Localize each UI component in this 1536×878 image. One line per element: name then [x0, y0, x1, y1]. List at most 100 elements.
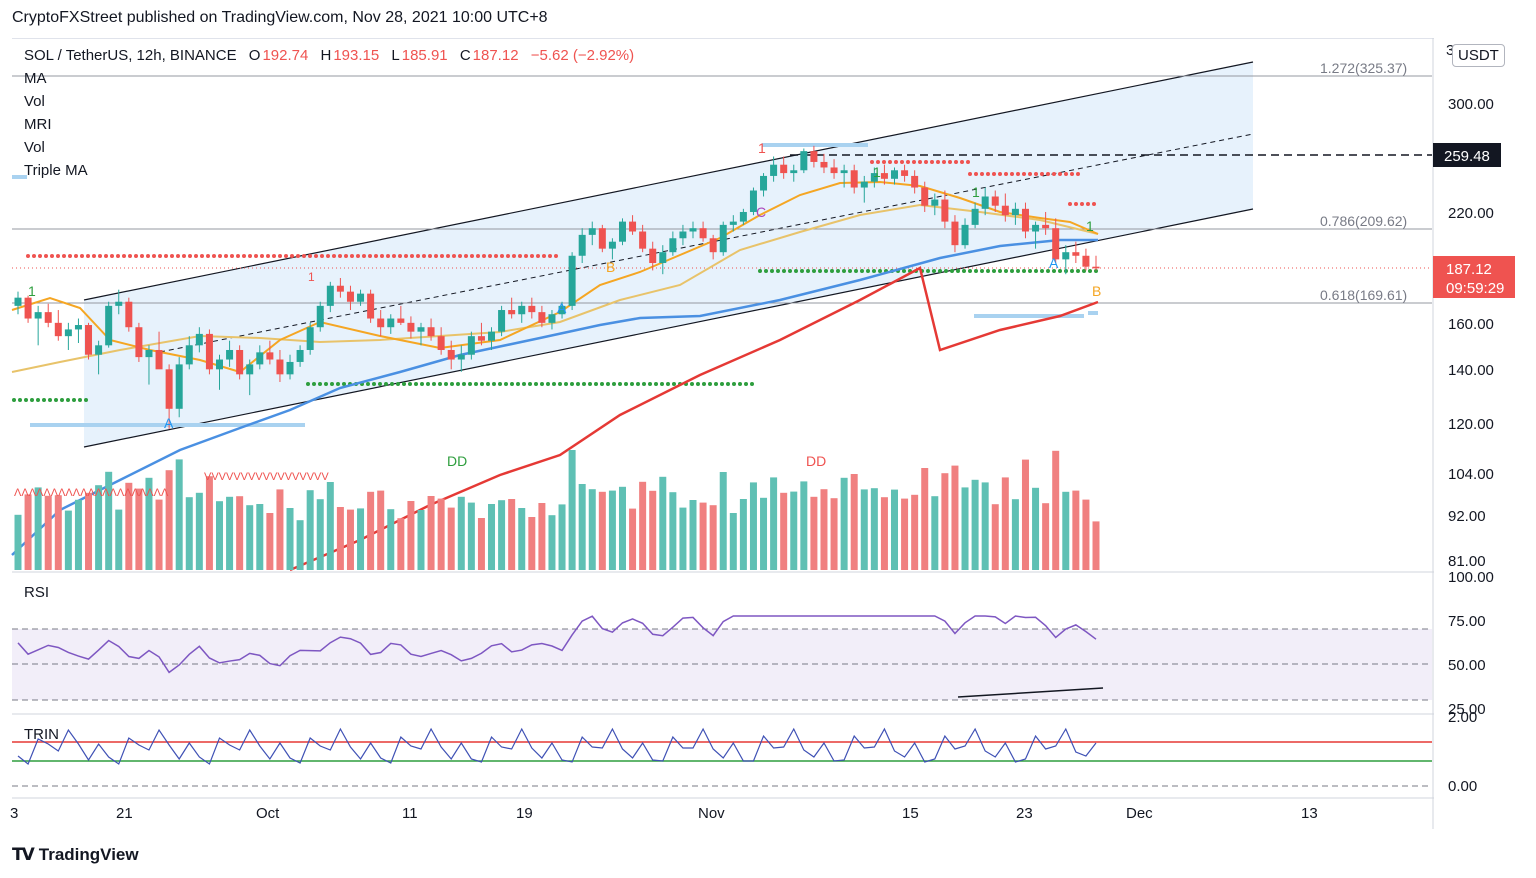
volume-bar [508, 499, 516, 570]
green-dot-level [390, 382, 394, 386]
price-axis-label: 92.00 [1448, 508, 1486, 525]
chart-frame[interactable] [12, 38, 1434, 830]
red-dot-level [1010, 172, 1014, 176]
candle-body [427, 327, 435, 337]
red-dot-level [968, 172, 972, 176]
indicator-triple-ma[interactable]: Triple MA [24, 162, 88, 179]
volume-bar [377, 490, 385, 570]
candle-body [316, 305, 324, 328]
rsi-axis-label: 50.00 [1448, 657, 1486, 674]
price-axis-label: 300.00 [1448, 96, 1494, 113]
red-dot-level [900, 160, 904, 164]
volume-bar [488, 504, 496, 570]
red-dot-level [870, 160, 874, 164]
volume-bar [981, 482, 989, 570]
green-dot-level [1070, 269, 1074, 273]
volume-bar [760, 497, 768, 570]
candle-body [115, 301, 123, 306]
green-dot-level [426, 382, 430, 386]
volume-bar [336, 507, 344, 570]
volume-bar [215, 501, 223, 570]
red-dot-level [1004, 172, 1008, 176]
green-dot-level [606, 382, 610, 386]
candle-body [205, 333, 213, 370]
candle-body [457, 354, 465, 360]
green-dot-level [516, 382, 520, 386]
fib-0786-label: 0.786(209.62) [1320, 213, 1407, 229]
green-dot-level [872, 269, 876, 273]
volume-bar [608, 490, 616, 570]
volume-bar [457, 496, 465, 570]
volume-bar [14, 514, 22, 570]
countdown-text: 09:59:29 [1446, 280, 1504, 297]
red-dot-level [894, 160, 898, 164]
green-dot-level [414, 382, 418, 386]
volume-bar [739, 499, 747, 570]
indicator-vol[interactable]: Vol [24, 93, 45, 110]
green-dot-level [372, 382, 376, 386]
red-dot-level [524, 254, 528, 258]
red-dot-level [888, 160, 892, 164]
red-dot-level [948, 160, 952, 164]
volume-bar [1092, 521, 1100, 570]
volume-bar [306, 490, 314, 570]
red-dot-level [308, 254, 312, 258]
green-dot-level [726, 382, 730, 386]
volume-bar [64, 510, 72, 570]
signal-label: 1 [308, 270, 315, 284]
candle-body [1052, 228, 1060, 260]
green-dot-level [1034, 269, 1038, 273]
indicator-ma[interactable]: MA [24, 70, 47, 87]
volume-bar [1072, 490, 1080, 570]
green-dot-level [714, 382, 718, 386]
candle-body [558, 305, 566, 315]
indicator-mri[interactable]: MRI [24, 116, 52, 133]
red-dot-level [176, 254, 180, 258]
red-dot-level [548, 254, 552, 258]
volume-bar [830, 498, 838, 570]
red-dot-level [212, 254, 216, 258]
volume-bar [578, 484, 586, 570]
candle-body [195, 333, 203, 346]
price-axis-label: 81.00 [1448, 553, 1486, 570]
tradingview-logo[interactable]: 𝗧𝗩 TradingView [12, 845, 139, 864]
red-dot-level [128, 254, 132, 258]
current-price-text: 187.12 [1446, 261, 1492, 278]
volume-bar [618, 486, 626, 570]
red-dot-level [464, 254, 468, 258]
volume-bar [790, 491, 798, 570]
red-dot-level [500, 254, 504, 258]
volume-bar [85, 492, 93, 570]
fib-1272-label: 1.272(325.37) [1320, 60, 1407, 76]
volume-bar [226, 496, 234, 570]
current-price-tag [1433, 256, 1515, 298]
candle-body [417, 327, 425, 332]
green-dot-level [932, 269, 936, 273]
trin-label: TRIN [24, 726, 59, 743]
volume-bar [598, 491, 606, 570]
red-dot-level [1092, 202, 1096, 206]
volume-bar [921, 468, 929, 570]
volume-bar [256, 504, 264, 570]
red-dot-level [152, 254, 156, 258]
red-dot-level [38, 254, 42, 258]
candle-body [508, 310, 516, 315]
candle-body [870, 173, 878, 182]
signal-label: 1 [873, 164, 881, 180]
green-dot-level [48, 398, 52, 402]
red-dot-level [68, 254, 72, 258]
signal-label: A [1049, 255, 1059, 271]
green-dot-level [744, 382, 748, 386]
indicator-vol-2[interactable]: Vol [24, 139, 45, 156]
green-dot-level [738, 382, 742, 386]
red-dot-level [1086, 202, 1090, 206]
red-dot-level [338, 254, 342, 258]
volume-bar [155, 499, 163, 570]
channel-fill [84, 62, 1253, 447]
green-dot-level [450, 382, 454, 386]
red-dot-level [248, 254, 252, 258]
symbol-title: SOL / TetherUS, 12h, BINANCE [24, 47, 237, 64]
currency-button[interactable]: USDT [1452, 44, 1505, 67]
green-dot-level [974, 269, 978, 273]
